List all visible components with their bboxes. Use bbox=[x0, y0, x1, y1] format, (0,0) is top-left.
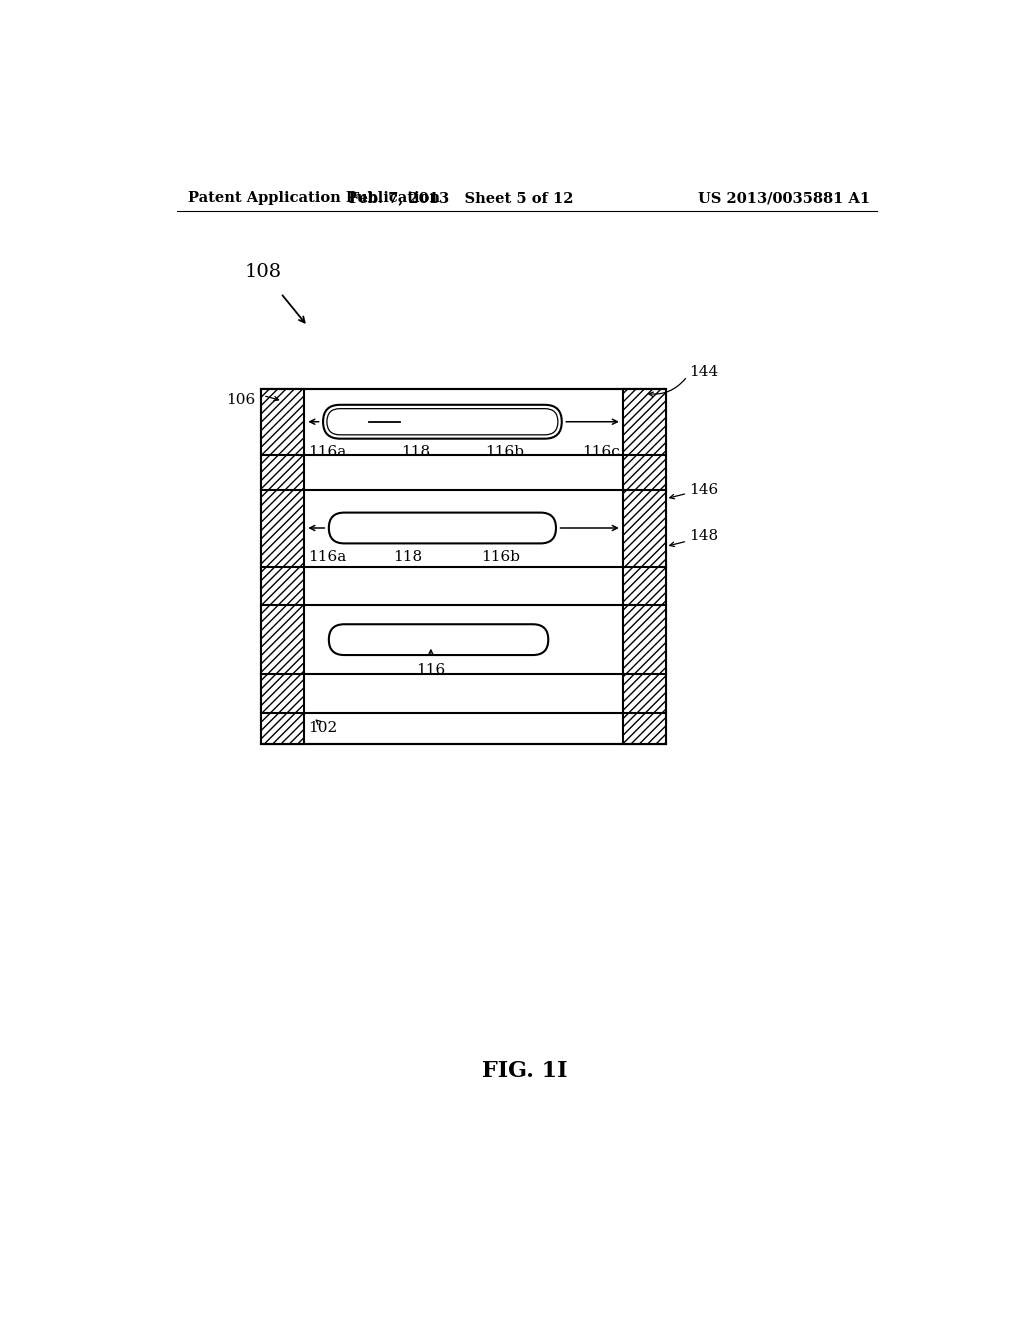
Text: 106: 106 bbox=[226, 393, 255, 408]
Bar bbox=[261, 389, 304, 743]
Text: 116b: 116b bbox=[484, 445, 523, 459]
Text: 116b: 116b bbox=[481, 549, 520, 564]
Text: Patent Application Publication: Patent Application Publication bbox=[188, 191, 440, 206]
FancyBboxPatch shape bbox=[329, 624, 548, 655]
Text: 118: 118 bbox=[401, 445, 430, 459]
FancyBboxPatch shape bbox=[327, 409, 558, 434]
Bar bbox=[261, 389, 666, 743]
Text: US 2013/0035881 A1: US 2013/0035881 A1 bbox=[697, 191, 869, 206]
Text: FIG. 1I: FIG. 1I bbox=[482, 1060, 567, 1082]
FancyBboxPatch shape bbox=[323, 405, 562, 438]
Bar bbox=[624, 389, 666, 743]
Text: 102: 102 bbox=[307, 721, 337, 734]
FancyBboxPatch shape bbox=[329, 512, 556, 544]
Text: 116: 116 bbox=[416, 663, 445, 677]
Text: 146: 146 bbox=[689, 483, 718, 496]
Text: 118: 118 bbox=[393, 549, 422, 564]
Text: Feb. 7, 2013   Sheet 5 of 12: Feb. 7, 2013 Sheet 5 of 12 bbox=[349, 191, 573, 206]
Text: 116a: 116a bbox=[307, 445, 346, 459]
Text: 116a: 116a bbox=[307, 549, 346, 564]
Text: 108: 108 bbox=[245, 264, 282, 281]
Text: 116c: 116c bbox=[582, 445, 620, 459]
Text: 148: 148 bbox=[689, 529, 718, 543]
Text: 144: 144 bbox=[689, 366, 718, 379]
